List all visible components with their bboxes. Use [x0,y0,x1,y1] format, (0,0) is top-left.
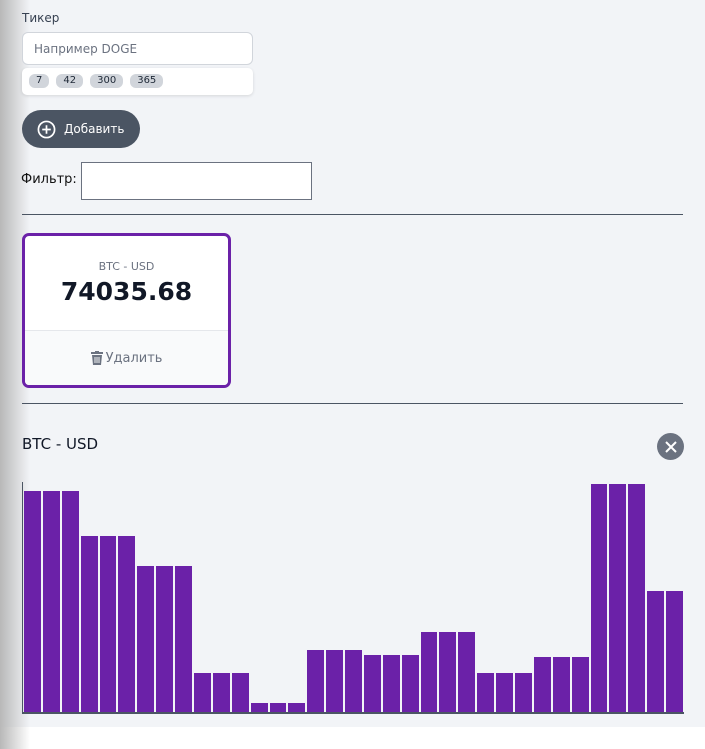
chart-bar [231,673,249,712]
divider [22,214,683,215]
chart-bar [212,673,230,712]
chart-bar [609,484,627,712]
suggestion-chip[interactable]: 7 [29,74,50,88]
chart-bar [345,650,362,712]
close-icon [664,440,677,453]
close-graph-button[interactable] [657,433,684,460]
chart-bar [477,673,495,712]
suggestion-chip[interactable]: 365 [130,74,164,88]
chart-bar [250,702,268,712]
chart-bar [61,490,79,712]
chart-bar [326,650,344,712]
price-bar-chart [22,482,684,714]
chart-bar [42,490,60,712]
ticker-price: 74035.68 [60,277,193,306]
ticker-input[interactable] [22,32,253,65]
suggestion-chip[interactable]: 42 [56,74,84,88]
graph-title: BTC - USD [22,435,99,453]
delete-label: Удалить [105,350,163,366]
ticker-label: Тикер [22,11,60,25]
chart-bar [533,657,551,712]
chart-bar [137,566,155,712]
filter-label: Фильтр: [21,172,77,187]
chart-bar [647,591,665,712]
chart-bar [175,566,192,712]
chart-bar [307,650,325,712]
chart-bar [288,702,306,712]
chart-bar [458,632,476,712]
plus-circle-icon [37,120,56,138]
chart-bar [552,657,570,712]
ticker-name: BTC - USD [98,260,155,273]
chart-bar [118,536,136,712]
add-button[interactable]: Добавить [22,110,140,148]
chart-bar [156,566,174,712]
chart-bar [420,632,438,712]
chart-bar [590,484,608,712]
delete-button[interactable]: Удалить [25,330,228,385]
chart-bar [269,702,287,712]
chart-bar [24,490,41,712]
chart-bar [363,655,381,712]
chart-bar [666,591,683,712]
chart-bar [439,632,457,712]
trash-icon [90,351,103,365]
chart-bar [515,673,532,712]
chart-bar [99,536,117,712]
chart-bar [80,536,98,712]
filter-input[interactable] [81,162,312,200]
chart-bar [628,484,646,712]
chart-bar [382,655,400,712]
add-button-label: Добавить [64,122,125,136]
chart-bar [571,657,589,712]
divider [22,403,683,404]
chart-bar [193,673,211,712]
chart-bar [496,673,514,712]
ticker-card[interactable]: BTC - USD 74035.68 Удалить [22,233,231,388]
suggestion-chip[interactable]: 300 [90,74,124,88]
chart-bar [401,655,419,712]
suggestions: 7 42 300 365 [22,68,253,95]
